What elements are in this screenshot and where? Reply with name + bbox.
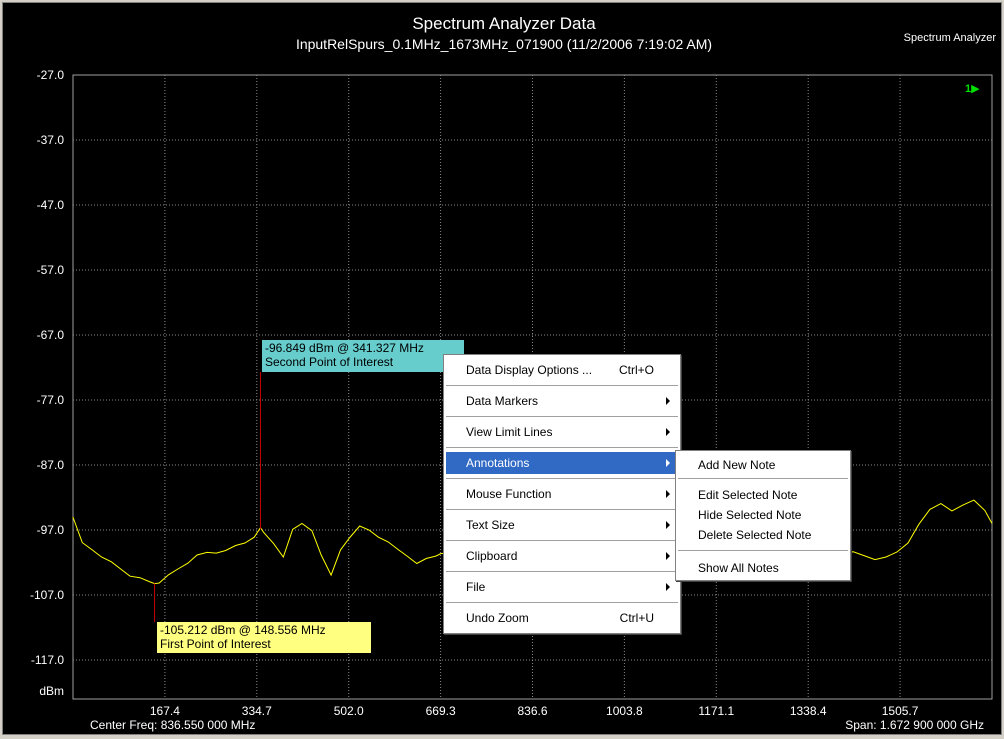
submenu-item-label: Add New Note — [698, 458, 776, 472]
window-corner-label: Spectrum Analyzer — [903, 32, 996, 44]
x-tick-label: 1505.7 — [882, 704, 919, 718]
menu-item-label: Clipboard — [466, 549, 518, 563]
menu-item-label: Data Markers — [466, 394, 539, 408]
submenu-item-label: Show All Notes — [698, 561, 779, 575]
menu-item-label: Data Display Options ... — [466, 363, 593, 377]
x-tick-label: 502.0 — [334, 704, 364, 718]
span-label: Span: 1.672 900 000 GHz — [845, 718, 984, 732]
menu-item-label: Text Size — [466, 518, 515, 532]
annotations-submenu: Add New Note Edit Selected Note Hide Selec… — [675, 450, 851, 581]
menu-item-file[interactable]: File — [446, 576, 678, 598]
menu-separator — [446, 509, 678, 511]
chart-subtitle: InputRelSpurs_0.1MHz_1673MHz_071900 (11/… — [295, 36, 713, 52]
y-tick-label: -107.0 — [30, 588, 64, 602]
menu-item-label: Annotations — [466, 456, 530, 470]
submenu-arrow-icon — [666, 552, 670, 560]
submenu-item-label: Delete Selected Note — [698, 528, 812, 542]
menu-item-data-markers[interactable]: Data Markers — [446, 390, 678, 412]
chart-title: Spectrum Analyzer Data — [412, 14, 596, 33]
submenu-arrow-icon — [666, 397, 670, 405]
x-tick-label: 167.4 — [150, 704, 180, 718]
y-tick-label: -97.0 — [37, 523, 65, 537]
y-tick-label: -47.0 — [37, 198, 65, 212]
submenu-arrow-icon — [666, 490, 670, 498]
menu-separator — [446, 478, 678, 480]
menu-item-label: File — [466, 580, 486, 594]
menu-item-label: Mouse Function — [466, 487, 552, 501]
x-tick-label: 1338.4 — [790, 704, 827, 718]
menu-item-annotations[interactable]: Annotations — [446, 452, 678, 474]
menu-separator — [446, 571, 678, 573]
trace-indicator[interactable]: 1▶ — [965, 83, 980, 95]
note-second-text: Second Point of Interest — [265, 355, 394, 369]
submenu-item-add-new-note[interactable]: Add New Note — [678, 455, 848, 475]
submenu-item-label: Hide Selected Note — [698, 508, 802, 522]
submenu-item-show-all-notes[interactable]: Show All Notes — [678, 558, 848, 578]
note-first-text: First Point of Interest — [160, 637, 271, 651]
y-tick-label: -37.0 — [37, 133, 65, 147]
y-tick-label: -67.0 — [37, 328, 65, 342]
x-tick-label: 1003.8 — [606, 704, 643, 718]
trace-line — [72, 499, 993, 585]
y-tick-label: -77.0 — [37, 393, 65, 407]
center-frequency-label: Center Freq: 836.550 000 MHz — [90, 718, 256, 732]
menu-separator — [446, 602, 678, 604]
submenu-arrow-icon — [666, 459, 670, 467]
menu-separator — [446, 385, 678, 387]
note-second-value: -96.849 dBm @ 341.327 MHz — [265, 341, 424, 355]
submenu-arrow-icon — [666, 521, 670, 529]
menu-separator — [446, 447, 678, 449]
x-tick-label: 334.7 — [242, 704, 272, 718]
y-tick-label: -27.0 — [37, 68, 65, 82]
menu-item-shortcut: Ctrl+U — [619, 611, 654, 625]
menu-item-view-limit-lines[interactable]: View Limit Lines — [446, 421, 678, 443]
menu-item-text-size[interactable]: Text Size — [446, 514, 678, 536]
x-tick-label: 1171.1 — [698, 704, 734, 718]
menu-item-data-display-options[interactable]: Data Display Options ... Ctrl+O — [446, 359, 678, 381]
menu-item-mouse-function[interactable]: Mouse Function — [446, 483, 678, 505]
menu-separator — [446, 416, 678, 418]
menu-item-label: Undo Zoom — [466, 611, 529, 625]
menu-item-clipboard[interactable]: Clipboard — [446, 545, 678, 567]
submenu-arrow-icon — [666, 428, 670, 436]
submenu-item-delete-selected-note[interactable]: Delete Selected Note — [678, 525, 848, 545]
menu-separator — [678, 550, 848, 552]
menu-item-undo-zoom[interactable]: Undo Zoom Ctrl+U — [446, 607, 678, 629]
y-tick-label: -87.0 — [37, 458, 65, 472]
submenu-item-hide-selected-note[interactable]: Hide Selected Note — [678, 505, 848, 525]
x-tick-label: 669.3 — [426, 704, 456, 718]
x-tick-label: 836.6 — [518, 704, 548, 718]
context-menu: Data Display Options ... Ctrl+O Data Marke… — [443, 354, 681, 634]
y-tick-label: -117.0 — [31, 653, 64, 667]
menu-separator — [446, 540, 678, 542]
menu-item-shortcut: Ctrl+O — [618, 363, 654, 377]
y-unit-label: dBm — [39, 684, 64, 698]
menu-item-label: View Limit Lines — [466, 425, 553, 439]
submenu-item-label: Edit Selected Note — [698, 488, 798, 502]
y-tick-label: -57.0 — [37, 263, 65, 277]
note-first-value: -105.212 dBm @ 148.556 MHz — [160, 623, 326, 637]
submenu-item-edit-selected-note[interactable]: Edit Selected Note — [678, 485, 848, 505]
note-first-point[interactable]: -105.212 dBm @ 148.556 MHz First Point o… — [157, 622, 371, 653]
menu-separator — [678, 478, 848, 480]
note-second-point[interactable]: -96.849 dBm @ 341.327 MHz Second Point o… — [262, 340, 464, 372]
submenu-arrow-icon — [666, 583, 670, 591]
